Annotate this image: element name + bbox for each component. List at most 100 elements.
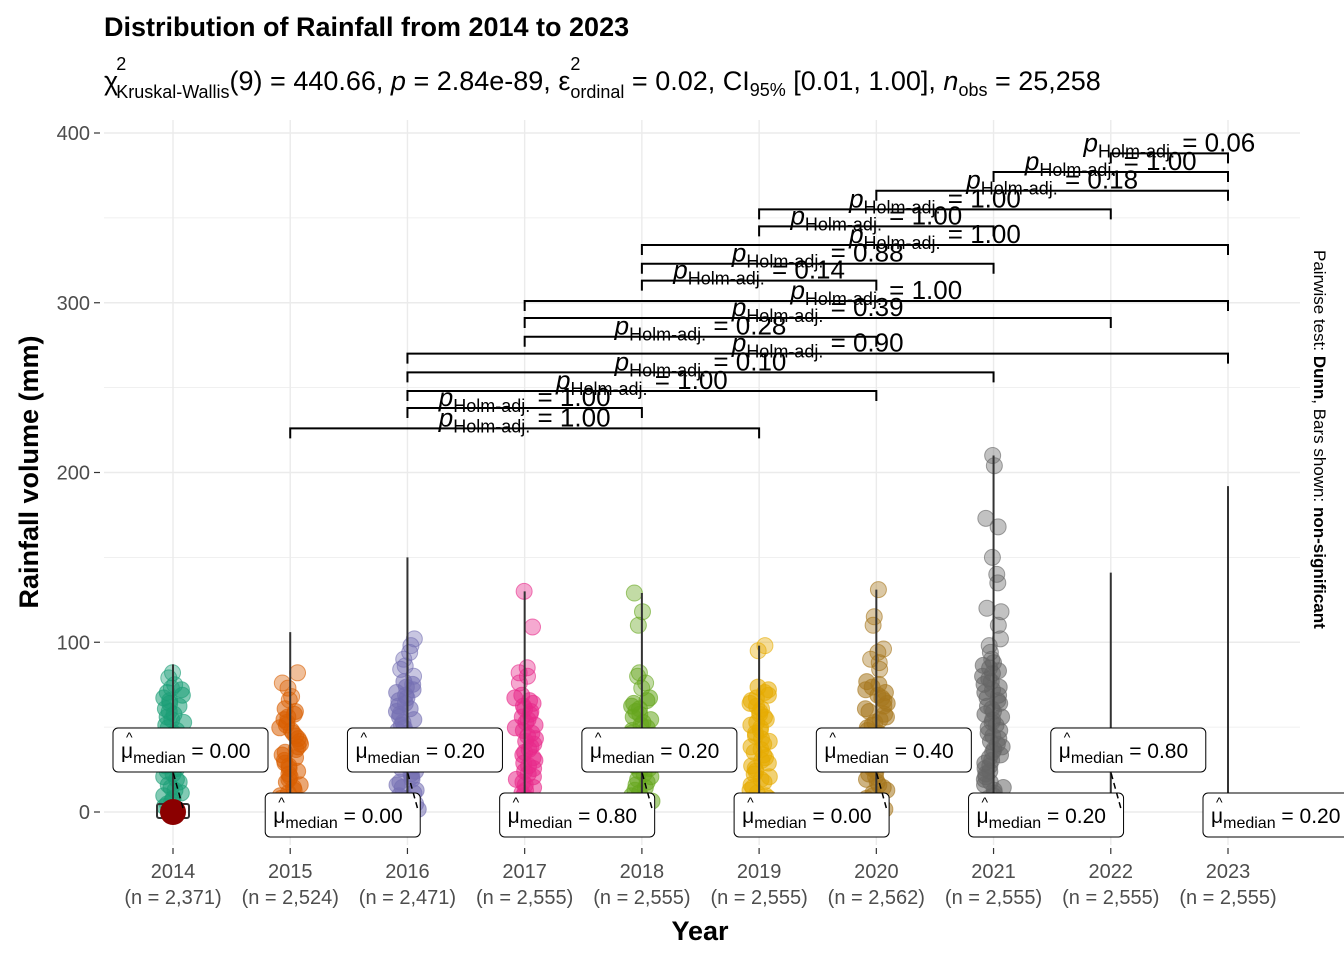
median-label-part: μ [824,740,836,763]
data-point [166,676,184,694]
pairwise-p-part: Holm-adj. [864,233,941,253]
pairwise-p-label: pHolm-adj. = 1.00 [1024,146,1197,180]
median-label-part: median [285,815,337,832]
chart-title: Distribution of Rainfall from 2014 to 20… [104,12,629,42]
pairwise-bracket [640,279,878,291]
y-tick-label: 300 [57,293,90,315]
data-point [869,581,887,599]
pairwise-p-part: = 1.00 [1116,146,1196,176]
median-label-part: = 0.20 [654,740,719,763]
data-point [871,660,889,678]
data-point [856,700,874,718]
median-label-part: median [1223,815,1275,832]
x-tick-label: 2017 [502,861,547,883]
subtitle-ci-value: [0.01, 1.00], [786,66,944,96]
median-label-text: μmedian = 0.00 [121,740,250,767]
median-label: ^μmedian = 0.00 [112,727,269,809]
data-point [864,616,882,634]
x-tick-n-label: (n = 2,555) [476,887,573,909]
subtitle-n-symbol: n [943,66,958,96]
median-label-part: median [836,750,888,767]
median-label-box [499,792,656,838]
median-label-part: = 0.20 [1276,805,1341,828]
median-connector [875,771,888,809]
x-tick-label: 2016 [385,861,430,883]
pairwise-p-part: Holm-adj. [1039,160,1116,180]
median-connector [406,771,419,809]
median-label: ^μmedian = 0.00 [733,792,890,838]
y-axis-label: Rainfall volume (mm) [14,335,44,608]
pairwise-bracket [289,427,761,439]
median-label-text: μmedian = 0.20 [590,740,719,767]
data-point [405,667,423,685]
pairwise-p-part: p [438,402,453,432]
hat-mark: ^ [360,729,367,745]
median-connector [172,771,184,809]
pairwise-p-label: pHolm-adj. = 0.90 [731,328,904,362]
data-point [749,678,767,696]
median-label-box [1202,792,1344,838]
x-tick-label: 2020 [854,861,899,883]
median-label: ^μmedian = 0.80 [499,792,656,838]
x-tick-label: 2023 [1206,861,1251,883]
pairwise-p-part: Holm-adj. [453,416,530,436]
subtitle-ci-sub: 95% [750,80,786,100]
median-label-part: = 0.00 [186,740,251,763]
pairwise-p-part: = 0.39 [823,292,903,322]
x-tick-label: 2022 [1089,861,1134,883]
pairwise-p-part: = 0.14 [765,255,845,285]
data-point [625,584,643,602]
median-label-text: μmedian = 0.20 [355,740,484,767]
caption: Pairwise test: Dunn, Bars shown: non-sig… [1310,250,1329,629]
hat-mark: ^ [747,794,754,810]
data-point [510,664,528,682]
median-label-part: μ [355,740,367,763]
pairwise-p-label: pHolm-adj. = 1.00 [848,219,1021,253]
median-label: ^μmedian = 0.80 [1050,727,1207,809]
median-label-part: μ [590,740,602,763]
median-label-box [346,727,503,773]
data-point [865,608,883,626]
x-tick-label: 2019 [737,861,782,883]
pairwise-bracket [1109,152,1229,164]
median-label-box [581,727,738,773]
x-tick-label: 2015 [268,861,313,883]
median-label-part: = 0.00 [807,805,872,828]
median-label: ^μmedian = 0.20 [346,727,503,809]
pairwise-p-part: = 0.28 [706,311,786,341]
median-label-part: = 0.00 [338,805,403,828]
pairwise-p-part: Holm-adj. [453,396,530,416]
pairwise-p-label: pHolm-adj. = 1.00 [789,200,962,234]
median-label-box [733,792,890,838]
median-label-text: μmedian = 0.40 [824,740,953,767]
subtitle-n-value: = 25,258 [987,66,1100,96]
x-tick-label: 2021 [971,861,1016,883]
x-tick-n-label: (n = 2,555) [1179,887,1276,909]
hat-mark: ^ [982,794,989,810]
axes: 0 100 200 300 400 2014 (n = 2,371) 2015 (n = 2,5… [57,123,1277,909]
pairwise-p-part: = 0.90 [823,328,903,358]
hat-mark: ^ [513,794,520,810]
pairwise-p-part: = 1.00 [530,382,610,412]
caption-prefix: Pairwise test: [1310,250,1329,356]
median-label-part: μ [508,805,520,828]
y-tick-label: 0 [79,802,90,824]
median-label-part: μ [742,805,754,828]
median-label-box [264,792,421,838]
median-label-part: median [133,750,185,767]
pairwise-bracket [406,390,878,402]
median-label: ^μmedian = 0.20 [1202,792,1344,838]
subtitle-test-sub: Kruskal-Wallis [116,82,229,102]
x-tick-n-label: (n = 2,371) [124,887,221,909]
hat-mark: ^ [1216,794,1223,810]
pairwise-p-part: p [614,311,629,341]
caption-shown: non-significant [1310,507,1329,629]
median-label-text: μmedian = 0.00 [742,805,871,832]
median-label-part: median [989,815,1041,832]
median-label: ^μmedian = 0.20 [968,792,1125,838]
median-label-text: μmedian = 0.80 [508,805,637,832]
x-axis-label: Year [671,916,729,946]
pairwise-p-part: p [731,238,746,268]
subtitle-effect-symbol: ε [558,66,570,96]
